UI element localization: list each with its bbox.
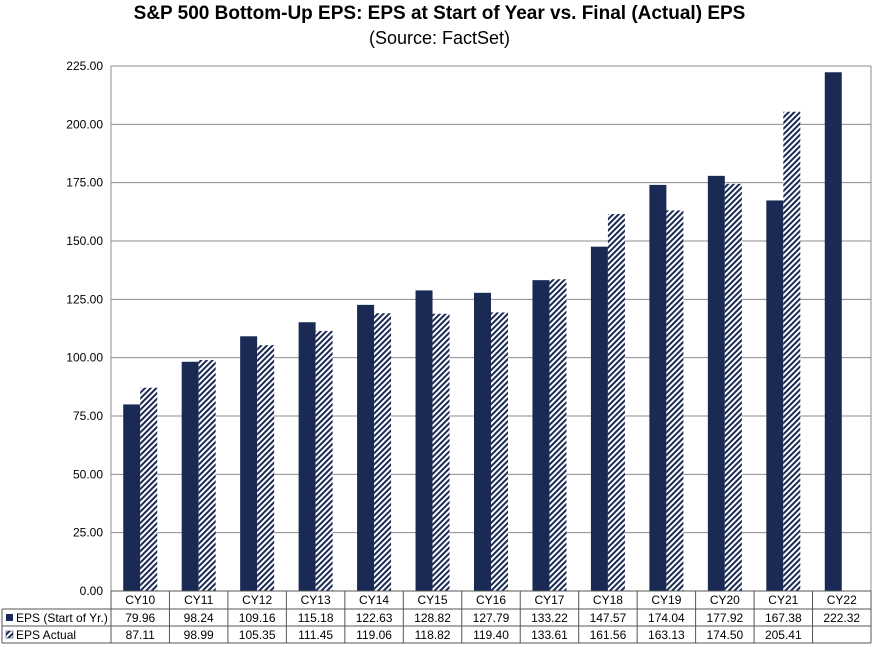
y-tick-label: 150.00 <box>66 234 103 248</box>
bar-eps-actual <box>607 214 625 591</box>
y-tick-label: 200.00 <box>66 117 103 131</box>
legend-label-start-of-year: EPS (Start of Yr.) <box>16 611 108 625</box>
table-value-actual: 161.56 <box>590 628 627 642</box>
y-tick-label: 0.00 <box>80 584 104 598</box>
bar-eps-start-of-year <box>824 72 842 591</box>
table-value-start-of-year: 98.24 <box>184 611 214 625</box>
x-category-label: CY19 <box>651 593 681 607</box>
table-value-actual: 119.06 <box>356 628 392 642</box>
table-value-start-of-year: 167.38 <box>765 611 802 625</box>
x-category-label: CY21 <box>768 593 798 607</box>
y-tick-label: 50.00 <box>73 467 103 481</box>
legend-key-start-of-year <box>6 614 13 621</box>
x-category-label: CY18 <box>593 593 623 607</box>
bar-eps-start-of-year <box>181 361 199 591</box>
x-category-label: CY20 <box>710 593 740 607</box>
table-value-actual: 163.13 <box>648 628 685 642</box>
table-value-actual: 98.99 <box>184 628 214 642</box>
bar-eps-actual <box>549 279 567 591</box>
bar-eps-actual <box>315 330 333 591</box>
x-category-label: CY14 <box>359 593 389 607</box>
bar-eps-start-of-year <box>707 175 725 591</box>
bar-eps-actual <box>198 360 216 591</box>
y-tick-label: 100.00 <box>66 351 103 365</box>
y-tick-label: 225.00 <box>66 59 103 73</box>
bar-eps-start-of-year <box>123 404 141 591</box>
table-value-start-of-year: 177.92 <box>706 611 743 625</box>
y-tick-label: 125.00 <box>66 292 103 306</box>
bar-eps-start-of-year <box>649 184 667 591</box>
bar-eps-start-of-year <box>532 280 550 591</box>
x-category-label: CY22 <box>827 593 857 607</box>
bar-eps-actual <box>432 313 450 591</box>
table-value-actual: 118.82 <box>415 628 451 642</box>
y-tick-label: 25.00 <box>73 526 103 540</box>
bar-eps-actual <box>374 313 392 591</box>
table-value-start-of-year: 79.96 <box>125 611 155 625</box>
table-value-actual: 133.61 <box>531 628 568 642</box>
table-value-start-of-year: 109.16 <box>239 611 276 625</box>
table-value-start-of-year: 147.57 <box>590 611 627 625</box>
table-value-actual: 174.50 <box>706 628 743 642</box>
x-category-label: CY11 <box>184 593 213 607</box>
table-value-actual: 111.45 <box>298 628 333 642</box>
x-category-label: CY16 <box>476 593 506 607</box>
table-value-actual: 119.40 <box>473 628 509 642</box>
chart-title: S&P 500 Bottom-Up EPS: EPS at Start of Y… <box>133 3 746 24</box>
x-category-label: CY17 <box>534 593 564 607</box>
table-value-start-of-year: 115.18 <box>298 611 334 625</box>
table-value-actual: 205.41 <box>765 628 802 642</box>
bar-eps-start-of-year <box>415 290 433 591</box>
bar-eps-start-of-year <box>474 292 491 591</box>
table-value-start-of-year: 127.79 <box>473 611 510 625</box>
table-value-start-of-year: 174.04 <box>648 611 685 625</box>
chart-subtitle: (Source: FactSet) <box>368 28 511 48</box>
x-category-label: CY10 <box>125 593 155 607</box>
bar-eps-actual <box>257 345 275 591</box>
bar-eps-actual <box>491 312 508 591</box>
bar-eps-actual <box>724 183 742 592</box>
bar-eps-actual <box>666 210 684 591</box>
bar-eps-start-of-year <box>298 322 316 591</box>
bar-eps-start-of-year <box>240 336 258 591</box>
bar-eps-actual <box>783 111 801 592</box>
table-value-start-of-year: 128.82 <box>414 611 451 625</box>
y-tick-label: 175.00 <box>66 176 103 190</box>
legend-label-actual: EPS Actual <box>16 628 76 642</box>
table-value-start-of-year: 222.32 <box>823 611 860 625</box>
table-value-actual: 105.35 <box>239 628 276 642</box>
bar-eps-start-of-year <box>766 200 784 592</box>
bar-eps-start-of-year <box>357 304 375 591</box>
table-value-start-of-year: 122.63 <box>356 611 393 625</box>
bar-eps-actual <box>140 387 158 591</box>
y-tick-label: 75.00 <box>73 409 103 423</box>
legend-key-actual <box>5 630 14 639</box>
bar-eps-start-of-year <box>590 246 608 592</box>
x-category-label: CY12 <box>242 593 272 607</box>
x-category-label: CY15 <box>418 593 448 607</box>
table-value-start-of-year: 133.22 <box>531 611 568 625</box>
table-value-actual: 87.11 <box>126 628 155 642</box>
x-category-label: CY13 <box>301 593 331 607</box>
